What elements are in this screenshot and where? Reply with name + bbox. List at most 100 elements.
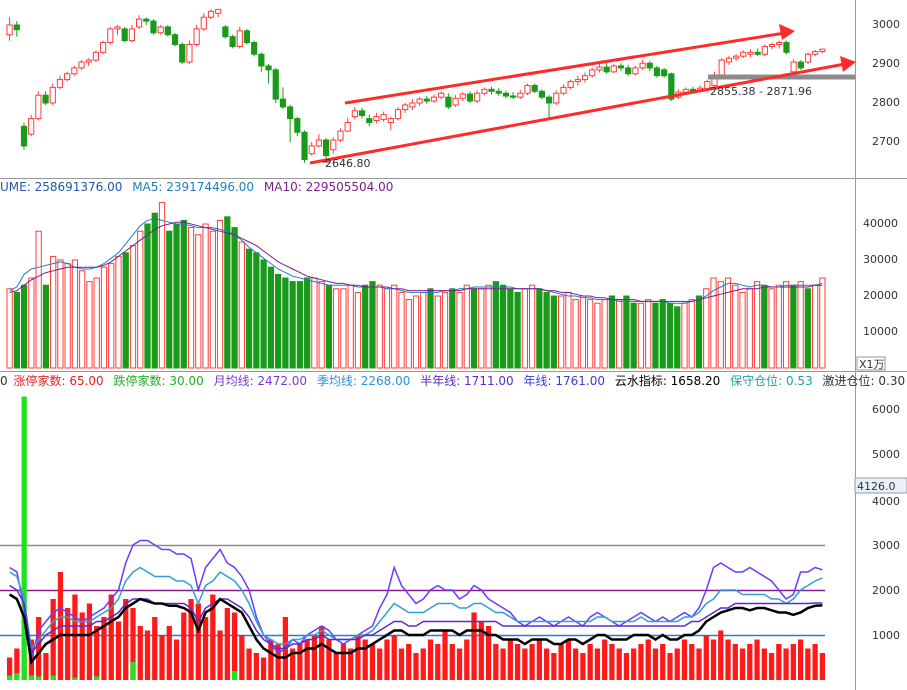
volume-bar [318,281,325,369]
up-limit-bar [565,639,572,680]
up-limit-bar [442,630,448,680]
up-limit-bar [398,648,405,680]
volume-bar [420,291,427,369]
candle [171,34,179,45]
up-limit-bar [43,653,49,680]
candle [380,114,387,120]
candle [409,102,416,108]
ind-legend-down-limit: 跌停家数: 30.00 [113,374,204,388]
ind-legend-month: 月均线: 2472.00 [213,374,308,388]
volume-bar [681,302,688,369]
up-limit-bar [754,639,760,680]
candle [603,66,610,73]
candle [804,53,812,63]
candle [459,93,466,99]
volume-bar [761,284,768,369]
volume-bar [296,281,304,369]
volume-bar [71,259,79,369]
volume-bar [804,288,811,369]
volume-bar [434,295,441,369]
up-limit-bar [420,648,426,680]
volume-bar [405,299,412,369]
candle [797,61,804,69]
price-candles [6,8,826,163]
volume-bar [492,281,499,369]
indicator-axis: 6000 5000 4000 3000 2000 1000 4126.0 [854,403,907,642]
up-limit-bar [319,626,325,680]
vol-tick-10000: 10000 [863,325,898,338]
candle [653,67,661,77]
volume-bar [652,302,659,369]
up-limit-bar [348,648,354,680]
candle [574,79,581,83]
price-tick-2800: 2800 [872,96,900,109]
up-limit-bar [14,648,20,680]
up-limit-bar [72,594,78,680]
up-limit-bar [224,608,230,680]
volume-bar [151,212,158,369]
up-limit-bar [36,617,42,680]
volume-bar [790,284,797,369]
up-limit-bar [297,644,303,680]
up-limit-bar [340,644,347,680]
down-limit-bar [14,673,20,680]
up-limit-bar [108,594,114,680]
volume-bar [623,295,630,369]
candle [337,130,344,141]
volume-bar [587,299,594,369]
volume-bar [129,245,137,369]
up-limit-bar [65,608,71,680]
ind-legend-quarter: 季均线: 2268.00 [316,374,411,388]
candle [740,51,747,57]
candle [394,109,402,120]
candle [732,55,740,59]
volume-bar [398,291,405,369]
up-limit-bar [79,612,85,680]
volume-bar [173,223,180,369]
volume-ma5-line [9,218,823,304]
volume-bar [659,299,666,369]
volume-bar [572,299,579,369]
volume-bar [412,295,420,369]
volume-bar [753,281,761,369]
down-limit-bar [130,662,136,680]
ind-legend-conservative: 保守仓位: 0.53 [730,374,813,388]
volume-bar [369,281,376,369]
up-limit-bar [326,639,332,680]
volume-bar [274,273,282,369]
volume-bar [739,291,746,369]
volume-bar [253,252,260,369]
up-limit-bar [797,639,804,680]
volume-bar [543,291,550,369]
up-limit-bar [406,644,412,680]
volume-bar [50,255,57,369]
volume-bar [463,284,470,369]
volume-ma10-line [9,221,823,302]
volume-bar [6,288,13,369]
up-limit-bar [710,639,717,680]
ind-tick-6000: 6000 [872,403,900,416]
up-limit-bar [137,626,143,680]
current-value-box [854,477,907,494]
candle [387,118,394,123]
up-limit-bar [645,639,651,680]
up-limit-bar [529,644,535,680]
candle [251,42,258,55]
ind-tick-3000: 3000 [872,539,900,552]
up-limit-bar [522,648,528,680]
up-limit-bar [609,644,615,680]
volume-bar [528,284,536,369]
volume-bar [245,248,253,369]
volume-bar [811,284,819,369]
volume-bar [376,284,383,369]
candle [13,24,20,31]
up-limit-bar [805,648,811,680]
up-limit-bar [514,644,521,680]
up-limit-bar [631,648,637,680]
volume-bar [57,259,64,369]
candle [85,59,92,63]
volume-bar [35,230,42,369]
volume-bar [216,219,224,369]
volume-bar [478,288,485,369]
up-limit-bar [485,626,492,680]
